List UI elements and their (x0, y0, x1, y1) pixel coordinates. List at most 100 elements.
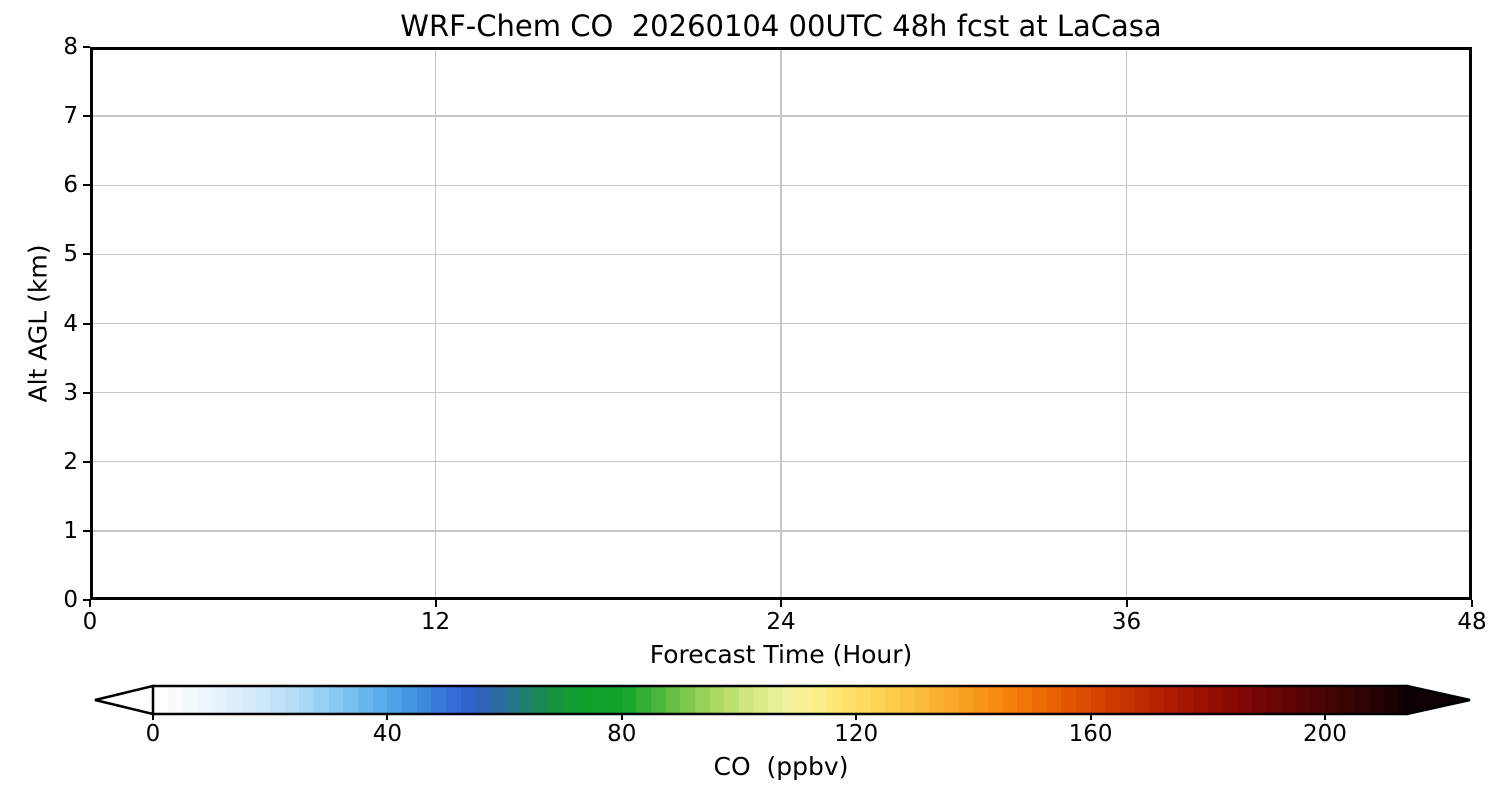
colorbar-tick (855, 714, 858, 720)
y-tick-label: 0 (63, 587, 78, 613)
colorbar-segment (548, 686, 564, 714)
x-tick-label: 0 (82, 609, 98, 635)
colorbar-segment (738, 686, 755, 714)
colorbar-segment (1163, 686, 1180, 714)
y-tick (83, 184, 90, 187)
colorbar-segment (1339, 686, 1356, 714)
colorbar-segment (284, 686, 301, 714)
colorbar-segment (695, 686, 711, 714)
colorbar-segment (797, 686, 814, 714)
colorbar-extend-right-arrow (1405, 684, 1471, 716)
colorbar-segment (343, 686, 359, 714)
colorbar-tick (1089, 714, 1092, 720)
y-tick (83, 322, 90, 325)
colorbar-segment (914, 686, 931, 714)
y-tick-label: 1 (63, 517, 78, 544)
y-tick (83, 391, 90, 394)
colorbar-segment (153, 686, 169, 714)
colorbar-segment (1368, 686, 1385, 714)
colorbar-tick (620, 714, 623, 720)
colorbar-segment (651, 686, 667, 714)
colorbar-segment (841, 686, 857, 714)
colorbar-tick-label: 80 (607, 721, 637, 747)
y-tick-label: 6 (63, 172, 78, 199)
y-tick (83, 115, 90, 118)
colorbar-segment (445, 686, 462, 714)
colorbar-segment (812, 686, 828, 714)
y-tick (83, 460, 90, 463)
colorbar-segment (944, 686, 960, 714)
colorbar-segment (240, 686, 257, 714)
x-tick-label: 24 (766, 609, 796, 635)
colorbar-segment (856, 686, 872, 714)
x-tick-label: 36 (1111, 609, 1142, 635)
colorbar-extend-left-arrow (94, 684, 155, 716)
colorbar-segment (709, 686, 726, 714)
colorbar-segment (1119, 686, 1136, 714)
x-tick (1125, 600, 1128, 607)
colorbar-label: CO (ppbv) (713, 752, 849, 781)
gridline-y (90, 253, 1472, 256)
gridline-y (90, 322, 1472, 325)
colorbar-segment (358, 686, 374, 714)
colorbar-segment (1398, 686, 1407, 714)
colorbar-segment (988, 686, 1004, 714)
y-tick (83, 599, 90, 601)
x-tick (89, 600, 91, 607)
colorbar-segment (1090, 686, 1106, 714)
colorbar-segment (1075, 686, 1092, 714)
colorbar-segment (1149, 686, 1165, 714)
y-tick-label: 4 (63, 310, 78, 337)
colorbar-segment (1324, 686, 1341, 714)
colorbar-segment (680, 686, 696, 714)
colorbar-segment (870, 686, 887, 714)
colorbar-segment (475, 686, 491, 714)
colorbar-segment (314, 686, 330, 714)
colorbar-segment (1031, 686, 1048, 714)
y-tick (83, 253, 90, 256)
y-tick (83, 529, 90, 532)
gridline-y (90, 184, 1472, 186)
colorbar-segment (753, 686, 770, 714)
colorbar-segment (1061, 686, 1077, 714)
colorbar-segment (1046, 686, 1063, 714)
colorbar-segment (1222, 686, 1238, 714)
colorbar-segment (1105, 686, 1121, 714)
colorbar-segment (1383, 686, 1399, 714)
colorbar-segment (1295, 686, 1312, 714)
colorbar-segment (416, 686, 433, 714)
x-tick (434, 600, 437, 607)
gridline-y (90, 115, 1472, 117)
colorbar-segment (167, 686, 184, 714)
colorbar-tick (1323, 714, 1326, 720)
colorbar-segment (1178, 686, 1194, 714)
colorbar-segment (211, 686, 228, 714)
colorbar-segment (1281, 686, 1297, 714)
colorbar-frame (153, 684, 1407, 716)
colorbar-segment (577, 686, 594, 714)
colorbar-segment (504, 686, 521, 714)
colorbar-segment (826, 686, 843, 714)
colorbar-outline (94, 684, 1471, 716)
colorbar-segment (782, 686, 799, 714)
colorbar-segment (1266, 686, 1282, 714)
chart-title: WRF-Chem CO 20260104 00UTC 48h fcst at L… (400, 9, 1162, 43)
colorbar-segment (636, 686, 652, 714)
x-axis-label: Forecast Time (Hour) (649, 640, 913, 669)
colorbar-segment (885, 686, 901, 714)
colorbar-tick-label: 200 (1303, 721, 1347, 747)
colorbar-segment (1237, 686, 1253, 714)
colorbar-tick (386, 714, 389, 720)
colorbar-segment (533, 686, 550, 714)
colorbar-segment (592, 686, 608, 714)
colorbar-segment (607, 686, 623, 714)
colorbar (153, 686, 1407, 714)
x-tick-label: 48 (1457, 609, 1487, 635)
y-tick-label: 3 (63, 379, 78, 406)
x-tick (780, 600, 782, 607)
colorbar-segment (387, 686, 403, 714)
colorbar-segment (299, 686, 315, 714)
colorbar-segment (958, 686, 975, 714)
y-tick-label: 2 (63, 448, 78, 475)
